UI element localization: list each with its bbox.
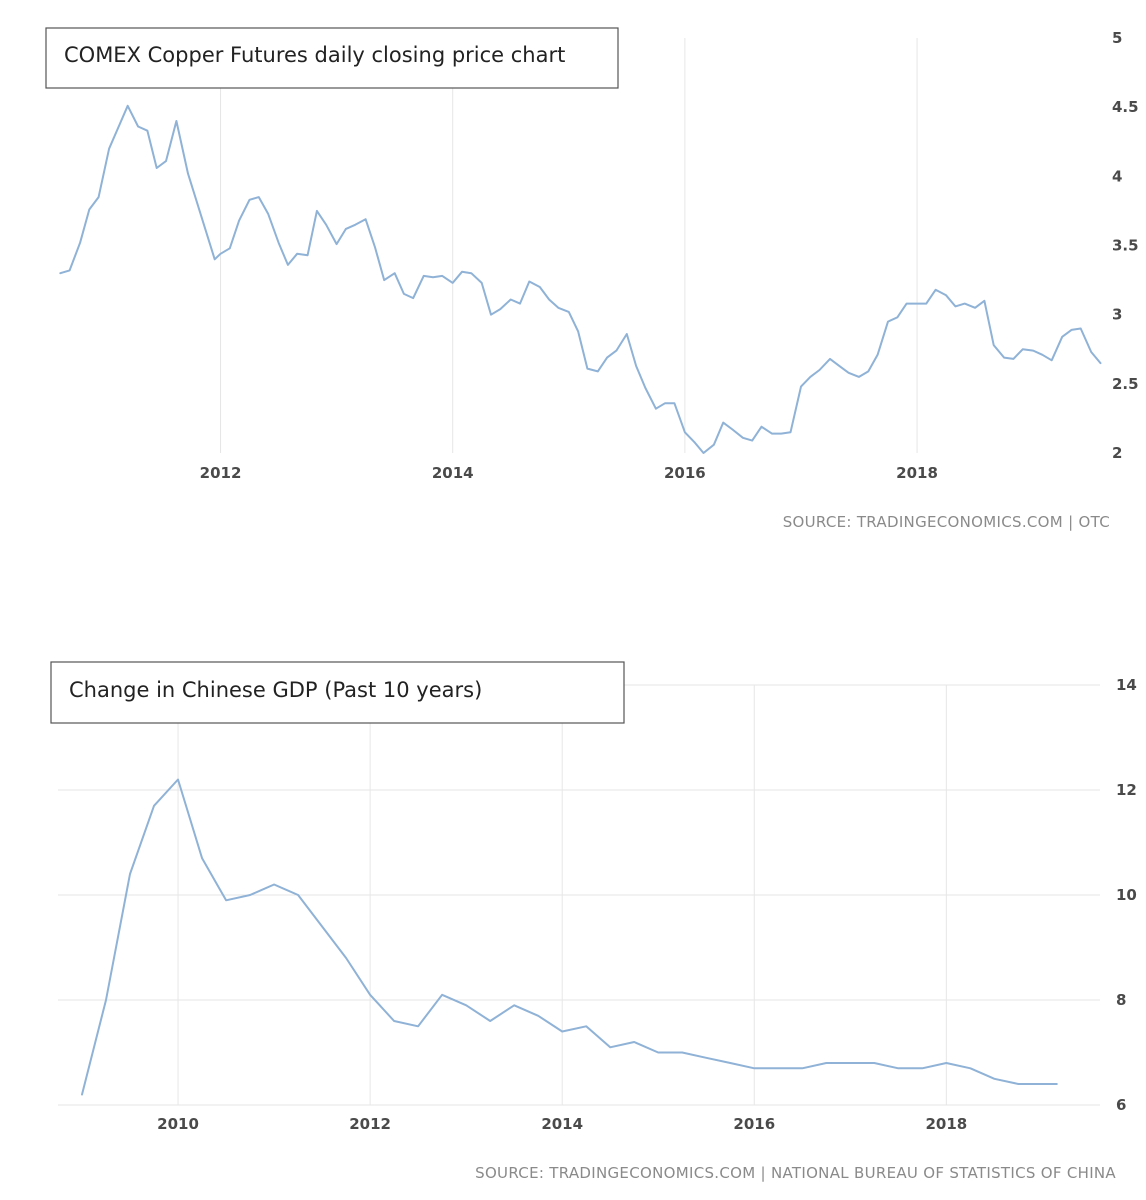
- x-tick-label-2018: 2018: [925, 1115, 967, 1133]
- copper-x-tick-labels: 2012 2014 2016 2018: [200, 464, 938, 482]
- copper-chart: 2012 2014 2016 2018 2 2.5 3 3.5 4 4.5 5 COMEX Cop…: [45, 27, 1139, 531]
- y-tick-label-6: 6: [1116, 1096, 1126, 1114]
- y-tick-label-8: 8: [1116, 991, 1126, 1009]
- y-tick-label-5: 5: [1112, 29, 1122, 47]
- y-tick-label-4.5: 4.5: [1112, 98, 1139, 116]
- copper-source-note: SOURCE: TRADINGECONOMICS.COM | OTC: [783, 513, 1110, 531]
- gdp-chart: 2010 2012 2014 2016 2018 6 8 10 12 14 Change in …: [50, 661, 1137, 1182]
- gdp-x-tick-labels: 2010 2012 2014 2016 2018: [157, 1115, 967, 1133]
- y-tick-label-2: 2: [1112, 444, 1122, 462]
- gdp-chart-title: Change in Chinese GDP (Past 10 years): [69, 678, 482, 702]
- gdp-title-box: [50, 661, 625, 724]
- x-tick-label-2014: 2014: [432, 464, 474, 482]
- x-tick-label-2018: 2018: [896, 464, 938, 482]
- y-tick-label-14: 14: [1116, 676, 1137, 694]
- x-tick-label-2016: 2016: [664, 464, 706, 482]
- x-tick-label-2010: 2010: [157, 1115, 199, 1133]
- gdp-growth-line: [81, 778, 1058, 1096]
- copper-chart-title: COMEX Copper Futures daily closing price…: [64, 43, 565, 67]
- y-tick-label-3.5: 3.5: [1112, 237, 1139, 255]
- y-tick-label-12: 12: [1116, 781, 1137, 799]
- gdp-source-note: SOURCE: TRADINGECONOMICS.COM | NATIONAL …: [475, 1164, 1116, 1182]
- x-tick-label-2014: 2014: [541, 1115, 583, 1133]
- copper-title-box: [45, 27, 619, 89]
- x-tick-label-2012: 2012: [349, 1115, 391, 1133]
- gdp-gridlines: [58, 684, 1100, 1106]
- y-tick-label-3: 3: [1112, 306, 1122, 324]
- y-tick-label-4: 4: [1112, 167, 1122, 185]
- copper-price-line: [59, 104, 1102, 454]
- y-tick-label-2.5: 2.5: [1112, 375, 1139, 393]
- gdp-y-tick-labels: 6 8 10 12 14: [1116, 676, 1137, 1114]
- x-tick-label-2016: 2016: [733, 1115, 775, 1133]
- y-tick-label-10: 10: [1116, 886, 1137, 904]
- x-tick-label-2012: 2012: [200, 464, 242, 482]
- copper-y-tick-labels: 2 2.5 3 3.5 4 4.5 5: [1112, 29, 1139, 462]
- copper-gridlines: [220, 38, 918, 453]
